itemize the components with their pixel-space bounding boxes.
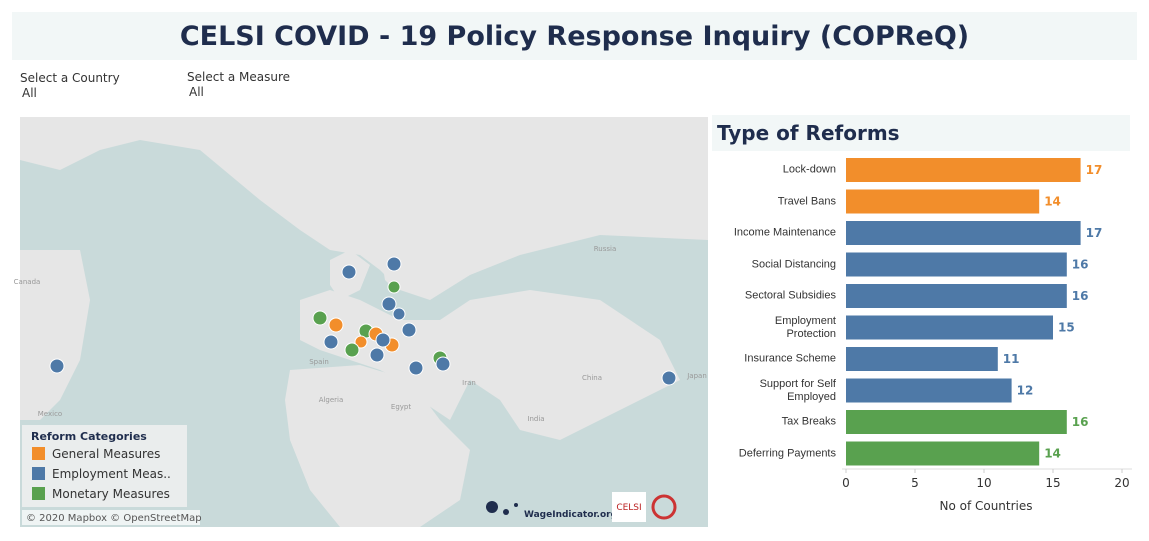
map-place-label: Russia — [594, 245, 617, 253]
map-place-label: Canada — [14, 278, 41, 286]
logo-text: WageIndicator.org — [524, 510, 617, 520]
legend-bg — [22, 425, 187, 507]
logo-dot — [514, 503, 518, 507]
y-tick-label: Deferring Payments — [738, 447, 836, 459]
chart-title-bg — [712, 115, 1130, 151]
filter-value[interactable]: All — [189, 85, 204, 99]
logo-dot — [486, 501, 498, 513]
logo-text: CELSI — [616, 503, 641, 513]
value-label: 15 — [1058, 321, 1075, 335]
y-tick-label: Employment Protection — [774, 314, 836, 340]
map-land — [20, 250, 90, 420]
value-label: 16 — [1072, 289, 1089, 303]
map-markers — [49, 256, 677, 386]
value-label: 14 — [1044, 195, 1061, 209]
legend-swatch — [32, 467, 45, 480]
y-tick-label: Social Distancing — [751, 258, 836, 270]
value-label: 14 — [1044, 447, 1061, 461]
y-tick-label: Travel Bans — [777, 195, 836, 207]
value-label: 17 — [1086, 226, 1103, 240]
legend-label: Employment Meas.. — [52, 467, 171, 481]
value-label: 16 — [1072, 258, 1089, 272]
chart-title: Type of Reforms — [717, 121, 900, 145]
bar — [846, 441, 1040, 466]
y-tick-label: Income Maintenance — [733, 226, 836, 239]
bar — [846, 410, 1067, 434]
map-land — [20, 117, 708, 300]
map-place-label: Mexico — [38, 410, 62, 418]
y-tick-label: Sectoral Subsidies — [744, 289, 836, 302]
map-place-label: China — [582, 374, 602, 382]
legend-label: Monetary Measures — [52, 487, 170, 501]
y-tick-label: Support for Self Employed — [759, 377, 836, 403]
bar — [846, 221, 1081, 245]
x-tick-label: 5 — [911, 476, 919, 490]
legend-title: Reform Categories — [31, 430, 147, 443]
x-tick-label: 20 — [1114, 476, 1129, 490]
legend-label: General Measures — [52, 447, 160, 461]
bar — [846, 284, 1067, 308]
value-label: 17 — [1086, 163, 1103, 177]
value-label: 11 — [1003, 352, 1020, 366]
logo-box — [612, 492, 646, 522]
map-place-label: Algeria — [319, 396, 344, 404]
header-title: CELSI COVID - 19 Policy Response Inquiry… — [12, 12, 1137, 60]
x-axis-title: No of Countries — [939, 499, 1032, 513]
bar — [846, 252, 1067, 277]
bar — [846, 315, 1053, 340]
logo-dot — [503, 509, 509, 515]
value-label: 16 — [1072, 415, 1089, 429]
legend-swatch — [32, 447, 45, 460]
bar — [846, 158, 1081, 182]
bar — [846, 189, 1040, 214]
attribution: © 2020 Mapbox © OpenStreetMap — [26, 513, 202, 524]
bar — [846, 378, 1012, 403]
map-place-label: India — [527, 415, 544, 423]
y-tick-label: Lock-down — [782, 163, 836, 176]
logo-ring — [651, 494, 677, 520]
y-tick-label: Tax Breaks — [781, 415, 836, 428]
legend-swatch — [32, 487, 45, 500]
filter-label: Select a Country — [20, 71, 120, 85]
filter-label: Select a Measure — [187, 70, 291, 84]
map-place-label: Spain — [309, 358, 329, 366]
value-label: 12 — [1017, 384, 1034, 398]
map-place-label: Egypt — [391, 403, 411, 411]
x-tick-label: 15 — [1045, 476, 1060, 490]
y-tick-label: Insurance Scheme — [744, 352, 836, 365]
map-land — [285, 365, 470, 527]
filter-value[interactable]: All — [22, 86, 37, 100]
bar — [846, 347, 998, 371]
map-land — [300, 290, 680, 440]
map-place-label: Japan — [686, 372, 707, 380]
x-tick-label: 0 — [842, 476, 850, 490]
map-place-label: Iran — [462, 379, 476, 387]
map-legend: Reform Categories — [22, 425, 187, 507]
x-tick-label: 10 — [976, 476, 991, 490]
attribution-bg — [22, 510, 200, 525]
